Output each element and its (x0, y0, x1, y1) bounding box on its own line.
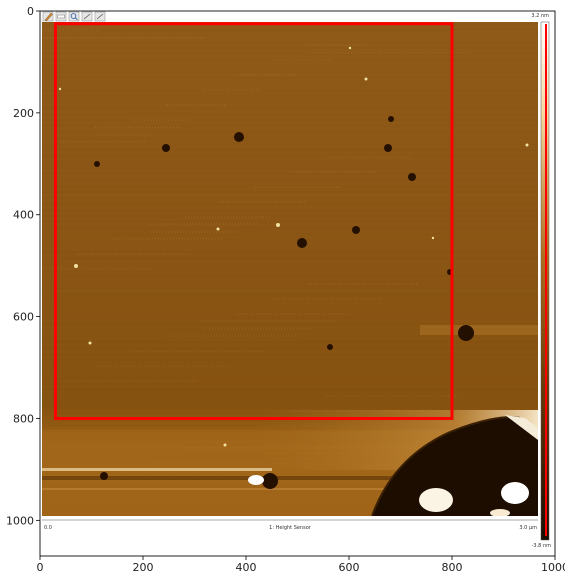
x-tick-label: 1000 (541, 561, 565, 574)
y-axis: 0 200 400 600 800 1000 (6, 5, 40, 527)
surface-pit (327, 344, 333, 350)
scan-end-label: 3.0 µm (519, 525, 537, 531)
surface-particle (525, 143, 529, 147)
bright-particle (248, 475, 264, 485)
surface-particle (364, 77, 368, 81)
surface-pit (352, 226, 360, 234)
surface-features (58, 46, 529, 489)
x-tick-label: 800 (442, 561, 463, 574)
surface-pit (100, 472, 108, 480)
ruler-icon[interactable] (55, 11, 67, 22)
zoom-icon[interactable] (68, 11, 80, 22)
afm-toolbar (42, 11, 106, 22)
x-tick-label: 400 (236, 561, 257, 574)
surface-particle (88, 341, 92, 345)
x-axis: 0 200 400 600 800 1000 (37, 556, 565, 574)
surface-particle (348, 46, 352, 50)
y-tick-label: 800 (13, 412, 34, 425)
dark-terrace (371, 415, 538, 516)
surface-pit (94, 161, 100, 167)
colorbar-min-label: -3.8 nm (532, 543, 552, 549)
afm-height-image (42, 22, 538, 516)
y-tick-label: 0 (27, 5, 34, 18)
y-tick-label: 200 (13, 107, 34, 120)
x-tick-label: 0 (37, 561, 44, 574)
surface-pit (262, 473, 278, 489)
pencil-icon[interactable] (42, 11, 54, 22)
colorbar: 3.2 nm -3.8 nm (531, 13, 551, 549)
scan-axis: 0.0 1: Height Sensor 3.0 µm (42, 519, 538, 531)
surface-pit (162, 144, 170, 152)
surface-pit (408, 173, 416, 181)
pan-icon[interactable] (81, 11, 93, 22)
surface-pit (458, 325, 474, 341)
selection-rectangle[interactable] (53, 22, 454, 420)
surface-particle (58, 87, 62, 91)
surface-particle (276, 223, 280, 227)
scan-start-label: 0.0 (44, 525, 52, 531)
x-tick-label: 600 (339, 561, 360, 574)
surface-particle (216, 227, 220, 231)
reset-icon[interactable] (94, 11, 106, 22)
channel-label: 1: Height Sensor (269, 525, 312, 531)
surface-pit (234, 132, 244, 142)
surface-particle (223, 443, 227, 447)
surface-pit (388, 116, 394, 122)
surface-pit (297, 238, 307, 248)
axes-frame (39, 10, 556, 557)
y-tick-label: 1000 (6, 514, 34, 527)
surface-particle (431, 236, 435, 240)
y-tick-label: 400 (13, 209, 34, 222)
colorbar-max-label: 3.2 nm (531, 13, 549, 19)
surface-particle (74, 264, 78, 268)
y-tick-label: 600 (13, 311, 34, 324)
x-tick-label: 200 (133, 561, 154, 574)
surface-pit (384, 144, 392, 152)
